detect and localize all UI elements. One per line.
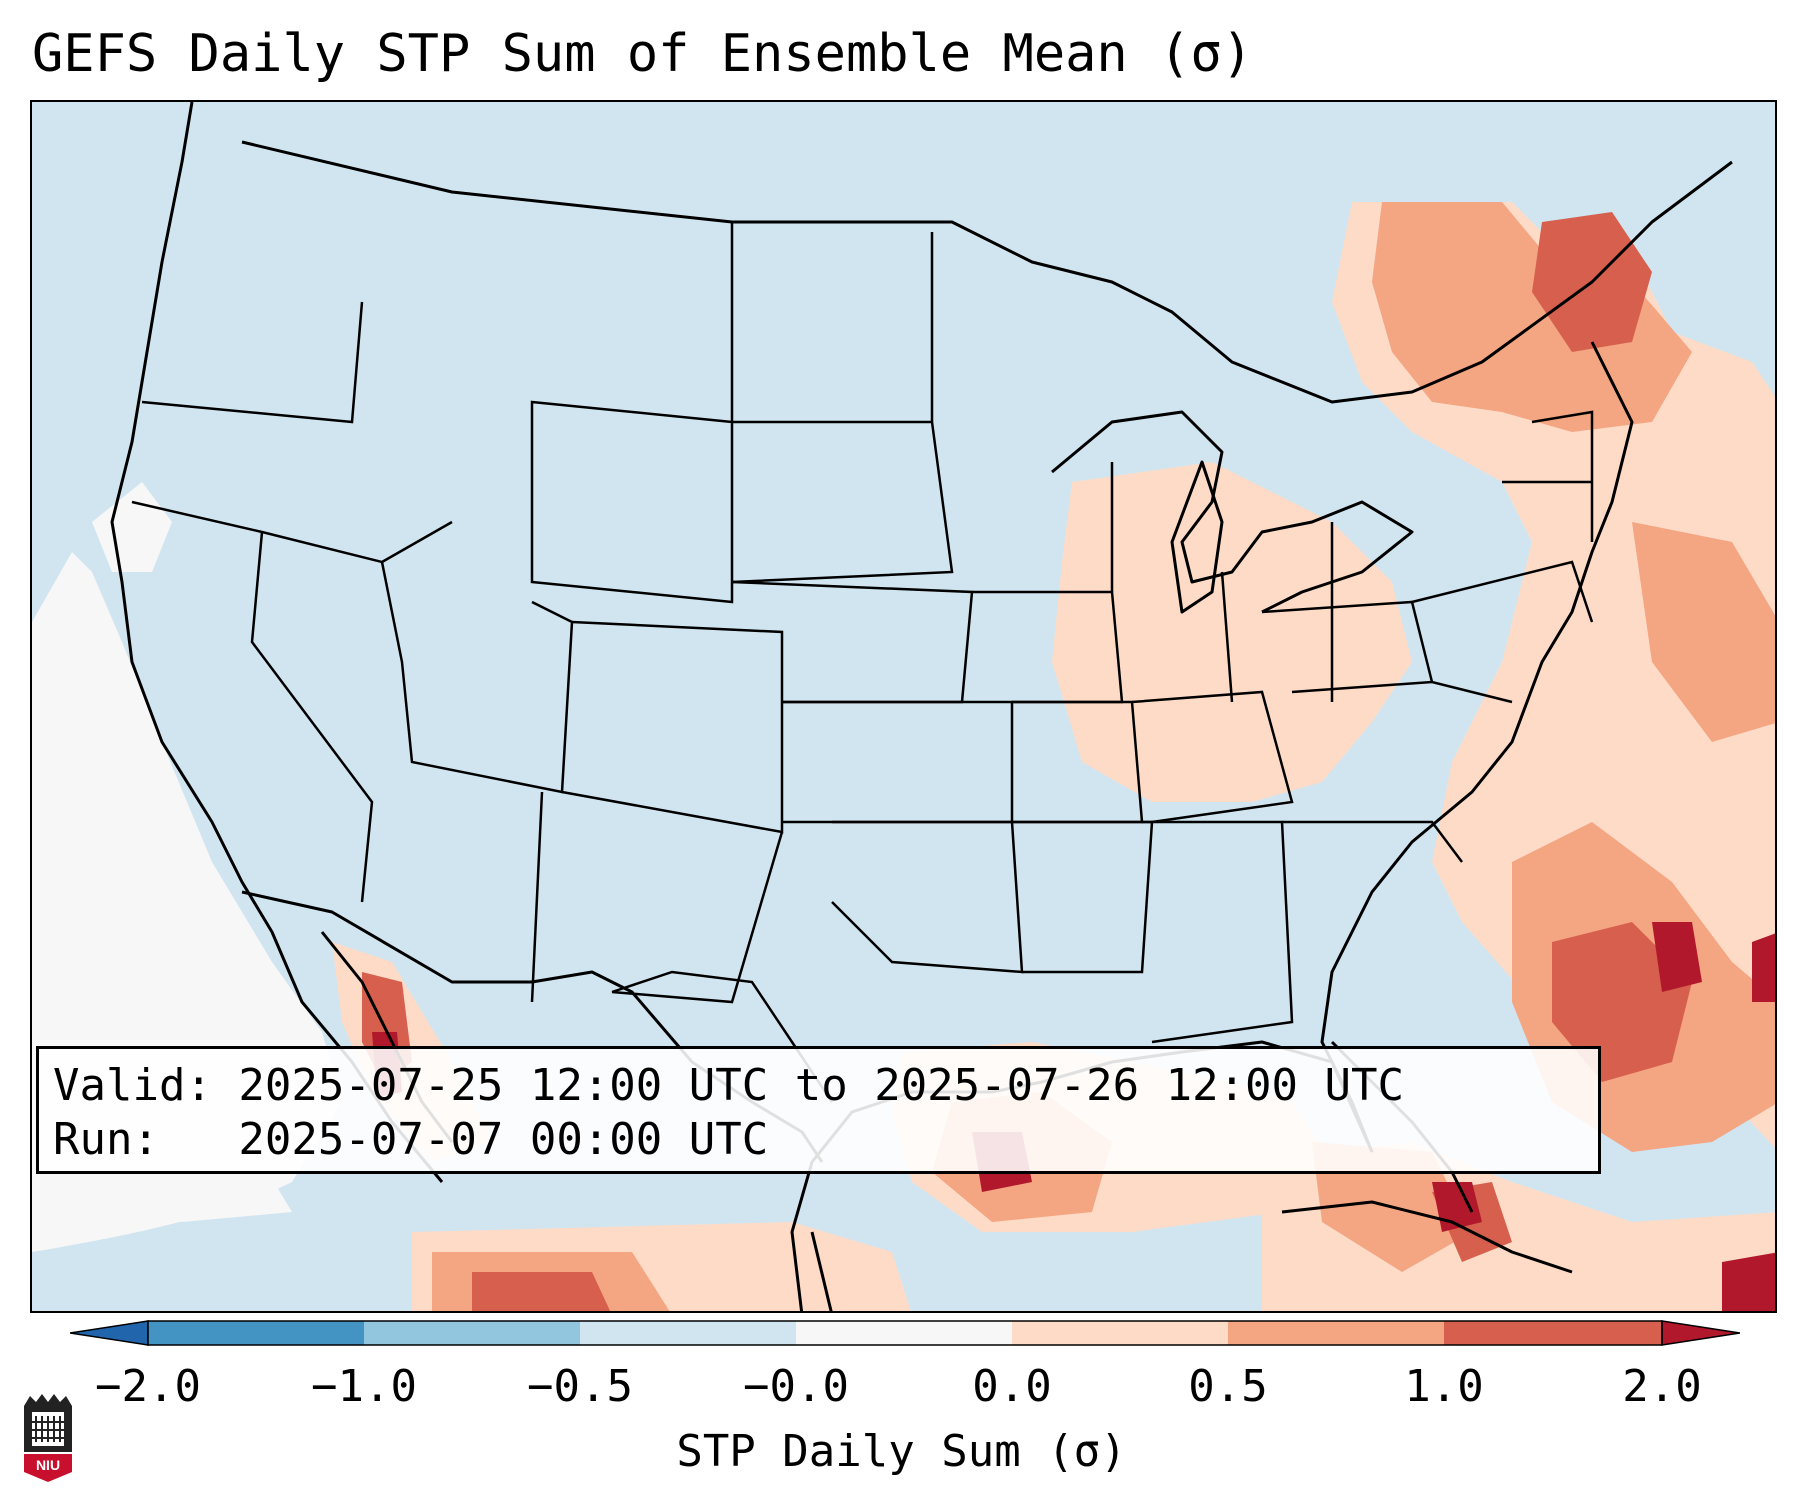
colorbar-tick-label: 0.0	[972, 1361, 1052, 1412]
colorbar-tick-label: −2.0	[95, 1361, 201, 1412]
state-lines	[131, 222, 1594, 1103]
map-title: GEFS Daily STP Sum of Ensemble Mean (σ)	[32, 24, 1253, 84]
colorbar-segment-3	[580, 1321, 796, 1345]
colorbar-segment-1	[148, 1321, 364, 1345]
colorbar-segment-5	[1012, 1321, 1228, 1345]
colorbar-axis-label: STP Daily Sum (σ)	[676, 1426, 1127, 1477]
lake-michigan	[1170, 460, 1224, 614]
colorbar-tick-label: −1.0	[311, 1361, 417, 1412]
colorbar-segment-7	[1444, 1321, 1662, 1345]
colorbar-tick-label: 1.0	[1404, 1361, 1484, 1412]
colorbar-tick-label: −0.5	[527, 1361, 633, 1412]
great-lakes	[1051, 410, 1414, 614]
colorbar-outline	[147, 1320, 1663, 1346]
west-coast	[110, 102, 444, 1183]
colorbar-svg	[69, 1320, 1741, 1346]
colorbar-extend-low	[69, 1320, 149, 1346]
east-coast	[1320, 341, 1634, 1153]
colorbar-extend-high	[1661, 1320, 1741, 1346]
valid-time-text: Valid: 2025-07-25 12:00 UTC to 2025-07-2…	[53, 1060, 1405, 1111]
colorbar-tick-label: 2.0	[1622, 1361, 1702, 1412]
colorbar-tick-label: 0.5	[1188, 1361, 1268, 1412]
colorbar-tick-label: −0.0	[743, 1361, 849, 1412]
niu-logo: NIU	[24, 1394, 72, 1482]
colorbar-segment-6	[1228, 1321, 1444, 1345]
colorbar	[69, 1318, 1741, 1352]
cuba	[1281, 1200, 1573, 1274]
logo-text: NIU	[36, 1457, 60, 1473]
colorbar-segment-2	[364, 1321, 580, 1345]
run-time-text: Run: 2025-07-07 00:00 UTC	[53, 1114, 769, 1165]
us-canada-border	[241, 140, 1733, 404]
validity-info-box: Valid: 2025-07-25 12:00 UTC to 2025-07-2…	[36, 1046, 1601, 1174]
mexico-gulf-coast	[810, 1231, 833, 1311]
colorbar-segment-4	[796, 1321, 1012, 1345]
